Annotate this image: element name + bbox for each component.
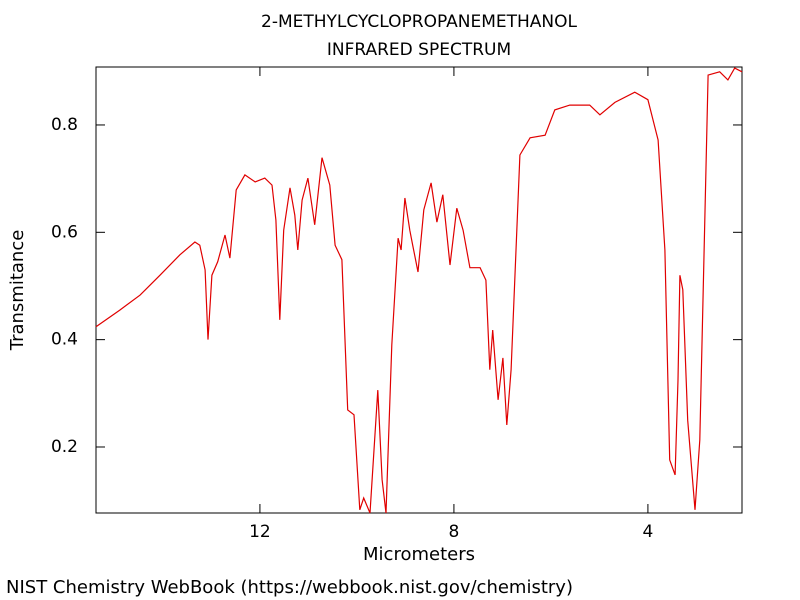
plot-frame	[95, 66, 743, 514]
y-axis-label: Transmitance	[7, 230, 28, 352]
x-tick-label: 12	[249, 522, 271, 542]
y-tick-label: 0.8	[51, 115, 78, 135]
y-tick-label: 0.6	[51, 222, 78, 242]
y-tick-label: 0.2	[51, 437, 78, 457]
x-tick-label: 8	[449, 522, 460, 542]
chart-subtitle: INFRARED SPECTRUM	[327, 40, 511, 60]
y-tick-label: 0.4	[51, 330, 78, 350]
x-tick-label: 4	[642, 522, 653, 542]
chart-title: 2-METHYLCYCLOPROPANEMETHANOL	[261, 12, 578, 32]
x-axis-label: Micrometers	[363, 544, 475, 565]
spectrum-line	[95, 67, 743, 514]
footer: NIST Chemistry WebBook (https://webbook.…	[6, 577, 573, 598]
